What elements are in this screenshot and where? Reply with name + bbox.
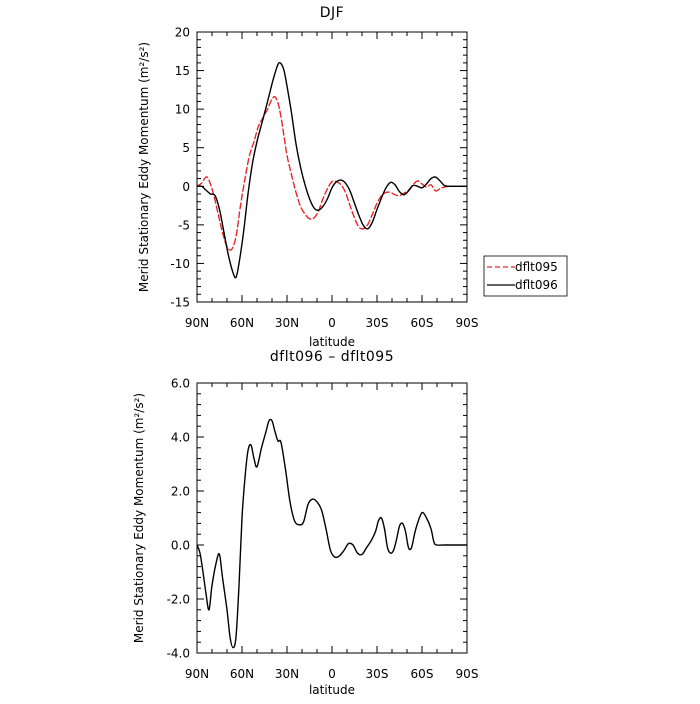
- series-layer: [197, 418, 467, 649]
- y-tick-label: 15: [175, 64, 190, 78]
- legend: dflt095 dflt096: [483, 255, 568, 297]
- y-tick-label: 10: [175, 103, 190, 117]
- x-tick-label: 0: [328, 667, 336, 681]
- series-layer: [197, 62, 467, 279]
- y-tick-label: 0: [182, 180, 190, 194]
- x-tick-label: 30N: [275, 667, 299, 681]
- legend-entry: dflt096: [515, 278, 558, 292]
- y-tick-label: 2.0: [171, 485, 190, 499]
- x-tick-label: 0: [328, 316, 336, 330]
- x-tick-label: 30N: [275, 316, 299, 330]
- chart-title: dflt096 – dflt095: [270, 349, 394, 365]
- legend-box: [483, 255, 568, 297]
- plot-frame: [196, 31, 468, 303]
- x-tick-label: 90S: [456, 667, 479, 681]
- x-axis-label: latitude: [309, 683, 355, 697]
- x-tick-label: 30S: [366, 667, 389, 681]
- x-tick-label: 90N: [185, 667, 209, 681]
- series-line-dflt095: [197, 95, 467, 251]
- x-tick-label: 90S: [456, 316, 479, 330]
- y-axis-ticks: -15 -10 -5 0 5 10 15 20: [170, 26, 467, 310]
- x-tick-label: 30S: [366, 316, 389, 330]
- y-axis-label: Merid Stationary Eddy Momentum (m²/s²): [137, 42, 151, 292]
- legend-entry: dflt095: [515, 260, 558, 274]
- series-line-difference: [197, 418, 467, 649]
- chart-top: DJF 90N 60N 30N 0 30S 60S 90S -15 -10 -5 0 5 10 15 20…: [137, 5, 568, 349]
- y-tick-label: 20: [175, 26, 190, 40]
- x-axis-ticks: 90N 60N 30N 0 30S 60S 90S: [185, 32, 479, 330]
- x-tick-label: 60N: [230, 667, 254, 681]
- x-tick-label: 60S: [411, 667, 434, 681]
- chart-title: DJF: [320, 5, 344, 21]
- y-tick-label: -2.0: [167, 593, 190, 607]
- y-tick-label: 6.0: [171, 377, 190, 391]
- chart-bottom: dflt096 – dflt095 90N 60N 30N 0 30S 60S 90S -4…: [132, 349, 478, 697]
- x-axis-ticks: 90N 60N 30N 0 30S 60S 90S: [185, 383, 479, 681]
- x-tick-label: 90N: [185, 316, 209, 330]
- y-tick-label: -4.0: [167, 647, 190, 661]
- x-tick-label: 60S: [411, 316, 434, 330]
- y-axis-ticks: -4.0 -2.0 0.0 2.0 4.0 6.0: [167, 377, 467, 661]
- y-tick-label: -10: [170, 257, 190, 271]
- y-tick-label: -5: [178, 218, 190, 232]
- y-tick-label: 5: [182, 141, 190, 155]
- y-axis-label: Merid Stationary Eddy Momentum (m²/s²): [132, 393, 146, 643]
- y-tick-label: 4.0: [171, 431, 190, 445]
- x-axis-label: latitude: [309, 335, 355, 349]
- x-tick-label: 60N: [230, 316, 254, 330]
- series-line-dflt096: [197, 62, 467, 279]
- y-tick-label: 0.0: [171, 539, 190, 553]
- y-tick-label: -15: [170, 296, 190, 310]
